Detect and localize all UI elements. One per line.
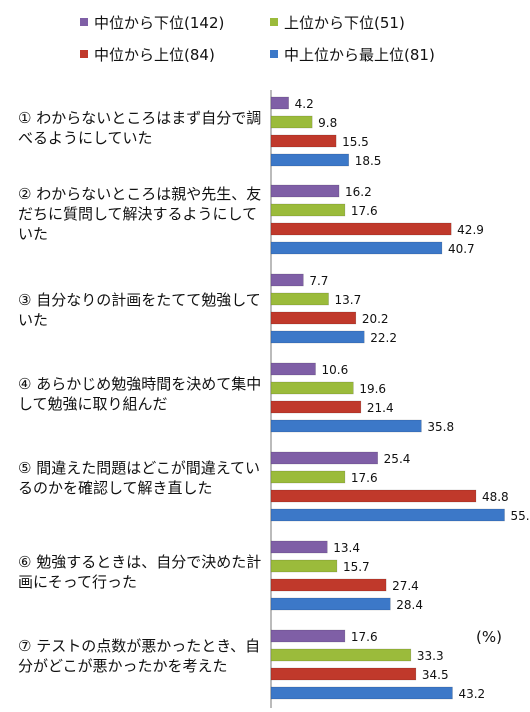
data-label-cat4-series3: 21.4: [367, 401, 394, 415]
category-label-6: ⑥ 勉強するときは、自分で決めた計画にそって行った: [18, 553, 262, 591]
bar-cat5-series1: [270, 451, 378, 465]
legend-label-series-1: 中位から下位(142): [94, 14, 225, 32]
bar-cat3-series4: [270, 330, 365, 344]
data-label-cat3-series1: 7.7: [309, 274, 328, 288]
data-label-cat2-series2: 17.6: [351, 204, 378, 218]
data-label-cat3-series4: 22.2: [370, 331, 397, 345]
data-label-cat6-series1: 13.4: [333, 541, 360, 555]
category-label-3: ③ 自分なりの計画をたてて勉強していた: [18, 291, 261, 329]
bar-cat1-series4: [270, 153, 349, 167]
data-label-cat7-series3: 34.5: [422, 668, 449, 682]
category-label-4: ④ あらかじめ勉強時間を決めて集中して勉強に取り組んだ: [18, 375, 262, 413]
bar-cat4-series2: [270, 381, 354, 395]
data-label-cat6-series3: 27.4: [392, 579, 419, 593]
category-label-7: ⑦ テストの点数が悪かったとき、自分がどこが悪かったかを考えた: [18, 637, 261, 675]
data-label-cat1-series3: 15.5: [342, 135, 369, 149]
category-label-5: ⑤ 間違えた問題はどこが間違えているのかを確認して解き直した: [18, 459, 261, 497]
legend-swatch-series-4: [270, 50, 278, 58]
data-label-cat2-series1: 16.2: [345, 185, 372, 199]
bar-cat7-series2: [270, 648, 412, 662]
bar-cat3-series2: [270, 292, 329, 306]
bar-cat5-series2: [270, 470, 346, 484]
bar-cat5-series3: [270, 489, 477, 503]
data-label-cat6-series4: 28.4: [396, 598, 423, 612]
bar-cat2-series2: [270, 203, 346, 217]
legend-label-series-2: 上位から下位(51): [284, 14, 405, 32]
data-label-cat3-series2: 13.7: [335, 293, 362, 307]
bar-cat4-series4: [270, 419, 422, 433]
data-label-cat1-series4: 18.5: [355, 154, 382, 168]
bar-cat7-series1: [270, 629, 346, 643]
data-label-cat4-series4: 35.8: [427, 420, 454, 434]
bar-cat4-series1: [270, 362, 316, 376]
data-label-cat2-series4: 40.7: [448, 242, 475, 256]
bar-cat2-series3: [270, 222, 452, 236]
data-label-cat5-series2: 17.6: [351, 471, 378, 485]
bar-cat5-series4: [270, 508, 505, 522]
data-label-cat4-series1: 10.6: [322, 363, 349, 377]
bar-cat2-series1: [270, 184, 340, 198]
data-label-cat7-series2: 33.3: [417, 649, 444, 663]
category-label-2: ② わからないところは親や先生、友だちに質問して解決するようにしていた: [18, 185, 262, 243]
bar-cat1-series3: [270, 134, 337, 148]
bar-cat4-series3: [270, 400, 362, 414]
data-label-cat1-series1: 4.2: [295, 97, 314, 111]
category-label-1: ① わからないところはまず自分で調べるようにしていた: [18, 109, 262, 147]
bar-cat3-series1: [270, 273, 304, 287]
legend-label-series-4: 中上位から最上位(81): [284, 46, 435, 64]
data-label-cat5-series1: 25.4: [384, 452, 411, 466]
data-label-cat7-series1: 17.6: [351, 630, 378, 644]
unit-label: (%): [476, 628, 502, 646]
legend-swatch-series-2: [270, 18, 278, 26]
legend-item-series-3: 中位から上位(84): [80, 44, 215, 65]
data-label-cat5-series4: 55.6: [511, 509, 530, 523]
bar-cat6-series3: [270, 578, 387, 592]
bar-cat7-series3: [270, 667, 417, 681]
bar-cat3-series3: [270, 311, 357, 325]
bar-cat1-series1: [270, 96, 289, 110]
bar-cat6-series1: [270, 540, 328, 554]
bar-cat6-series4: [270, 597, 391, 611]
data-label-cat6-series2: 15.7: [343, 560, 370, 574]
data-label-cat5-series3: 48.8: [482, 490, 509, 504]
data-label-cat4-series2: 19.6: [359, 382, 386, 396]
legend-swatch-series-3: [80, 50, 88, 58]
bar-cat1-series2: [270, 115, 313, 129]
bar-cat2-series4: [270, 241, 443, 255]
bar-cat6-series2: [270, 559, 338, 573]
data-label-cat2-series3: 42.9: [457, 223, 484, 237]
bar-cat7-series4: [270, 686, 453, 700]
data-label-cat1-series2: 9.8: [318, 116, 337, 130]
data-label-cat3-series3: 20.2: [362, 312, 389, 326]
legend-item-series-2: 上位から下位(51): [270, 12, 405, 33]
legend-label-series-3: 中位から上位(84): [94, 46, 215, 64]
legend-item-series-1: 中位から下位(142): [80, 12, 224, 33]
legend-item-series-4: 中上位から最上位(81): [270, 44, 435, 65]
legend-swatch-series-1: [80, 18, 88, 26]
data-label-cat7-series4: 43.2: [458, 687, 485, 701]
